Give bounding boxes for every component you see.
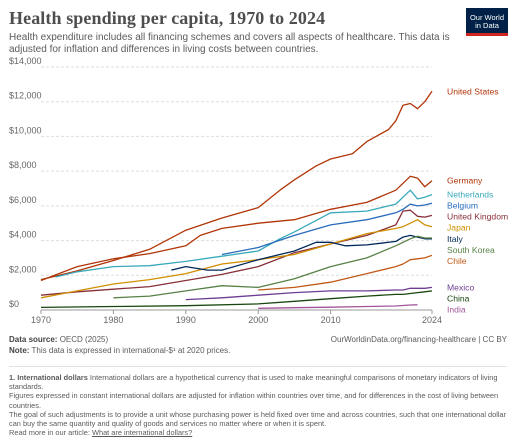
x-tick-label: 1980 <box>103 315 123 325</box>
read-more-link[interactable]: What are international dollars? <box>91 428 193 438</box>
y-tick-label: $2,000 <box>9 264 37 274</box>
data-source: Data source: OECD (2025) <box>9 335 108 344</box>
x-tick-label: 2010 <box>321 315 341 325</box>
x-tick-label: 1970 <box>31 315 51 325</box>
logo-line-1: Our World <box>469 12 505 22</box>
y-tick-label: $0 <box>9 299 19 309</box>
footnote-title: 1. International dollars <box>9 373 88 382</box>
series-line <box>185 286 433 301</box>
series-label: Japan <box>447 223 471 233</box>
series-label: China <box>447 293 470 303</box>
source-label: Data source: <box>9 335 58 344</box>
x-tick-label: 1990 <box>176 315 196 325</box>
series-line <box>40 90 433 281</box>
footer-divider <box>9 366 507 367</box>
chart-note: Note: This data is expressed in internat… <box>9 346 230 355</box>
series-lines <box>40 90 433 309</box>
series-label: United Kingdom <box>447 212 508 222</box>
footnote-text-1: International dollars are a hypothetical… <box>9 373 498 392</box>
series-line <box>40 175 433 282</box>
series-line <box>40 219 433 299</box>
x-tick-label: 2000 <box>248 315 268 325</box>
read-more-text: Read more in our article: <box>9 428 90 438</box>
series-label: Belgium <box>447 201 478 211</box>
series-label: Italy <box>447 234 463 244</box>
series-labels: United States Germany NetherlandsBelgiumUn… <box>447 86 508 314</box>
series-label: India <box>447 304 466 314</box>
series-line <box>55 189 433 278</box>
y-tick-label: $10,000 <box>9 125 42 135</box>
note-label: Note: <box>9 346 30 355</box>
series-label: Mexico <box>447 282 474 292</box>
series-line <box>258 254 433 291</box>
note-text: This data is expressed in international-… <box>31 346 231 355</box>
y-tick-label: $4,000 <box>9 230 37 240</box>
y-tick-label: $8,000 <box>9 160 37 170</box>
y-tick-label: $6,000 <box>9 195 37 205</box>
source-text: OECD (2025) <box>59 335 109 344</box>
footnote-text-2: Figures expressed in constant internatio… <box>9 391 499 410</box>
y-tick-label: $12,000 <box>9 91 42 101</box>
series-label: South Korea <box>447 245 495 255</box>
series-line <box>221 202 433 256</box>
line-chart[interactable]: $0 $2,000 $4,000 $6,000 $8,000 $10,000 $12,000… <box>0 56 516 330</box>
y-tick-label: $14,000 <box>9 56 42 66</box>
series-line <box>171 234 432 271</box>
series-label: Netherlands <box>447 190 493 200</box>
x-tick-label: 2024 <box>422 315 442 325</box>
series-line <box>258 304 418 309</box>
series-label: Chile <box>447 256 467 266</box>
chart-title: Health spending per capita, 1970 to 2024 <box>9 8 326 28</box>
source-url[interactable]: OurWorldinData.org/financing-healthcare … <box>330 335 507 344</box>
chart-subtitle: Health expenditure includes all financin… <box>9 32 450 55</box>
series-line <box>40 290 433 309</box>
logo-accent-bar <box>466 33 508 36</box>
logo-line-2: in Data <box>475 21 499 30</box>
owid-logo[interactable]: Our World in Data <box>466 8 508 36</box>
series-label: Germany <box>447 176 483 186</box>
gridlines <box>41 66 432 311</box>
footnote-text-3: The goal of such adjustments is to provi… <box>9 409 507 429</box>
series-label: United States <box>447 86 499 96</box>
y-axis-ticks: $0 $2,000 $4,000 $6,000 $8,000 $10,000 $12,000… <box>9 56 42 309</box>
series-line <box>40 209 433 296</box>
x-axis-ticks: 1970 1980 1990 2000 2010 2024 <box>31 310 442 325</box>
footnote: 1. International dollars International d… <box>9 373 507 437</box>
series-line <box>113 235 432 299</box>
